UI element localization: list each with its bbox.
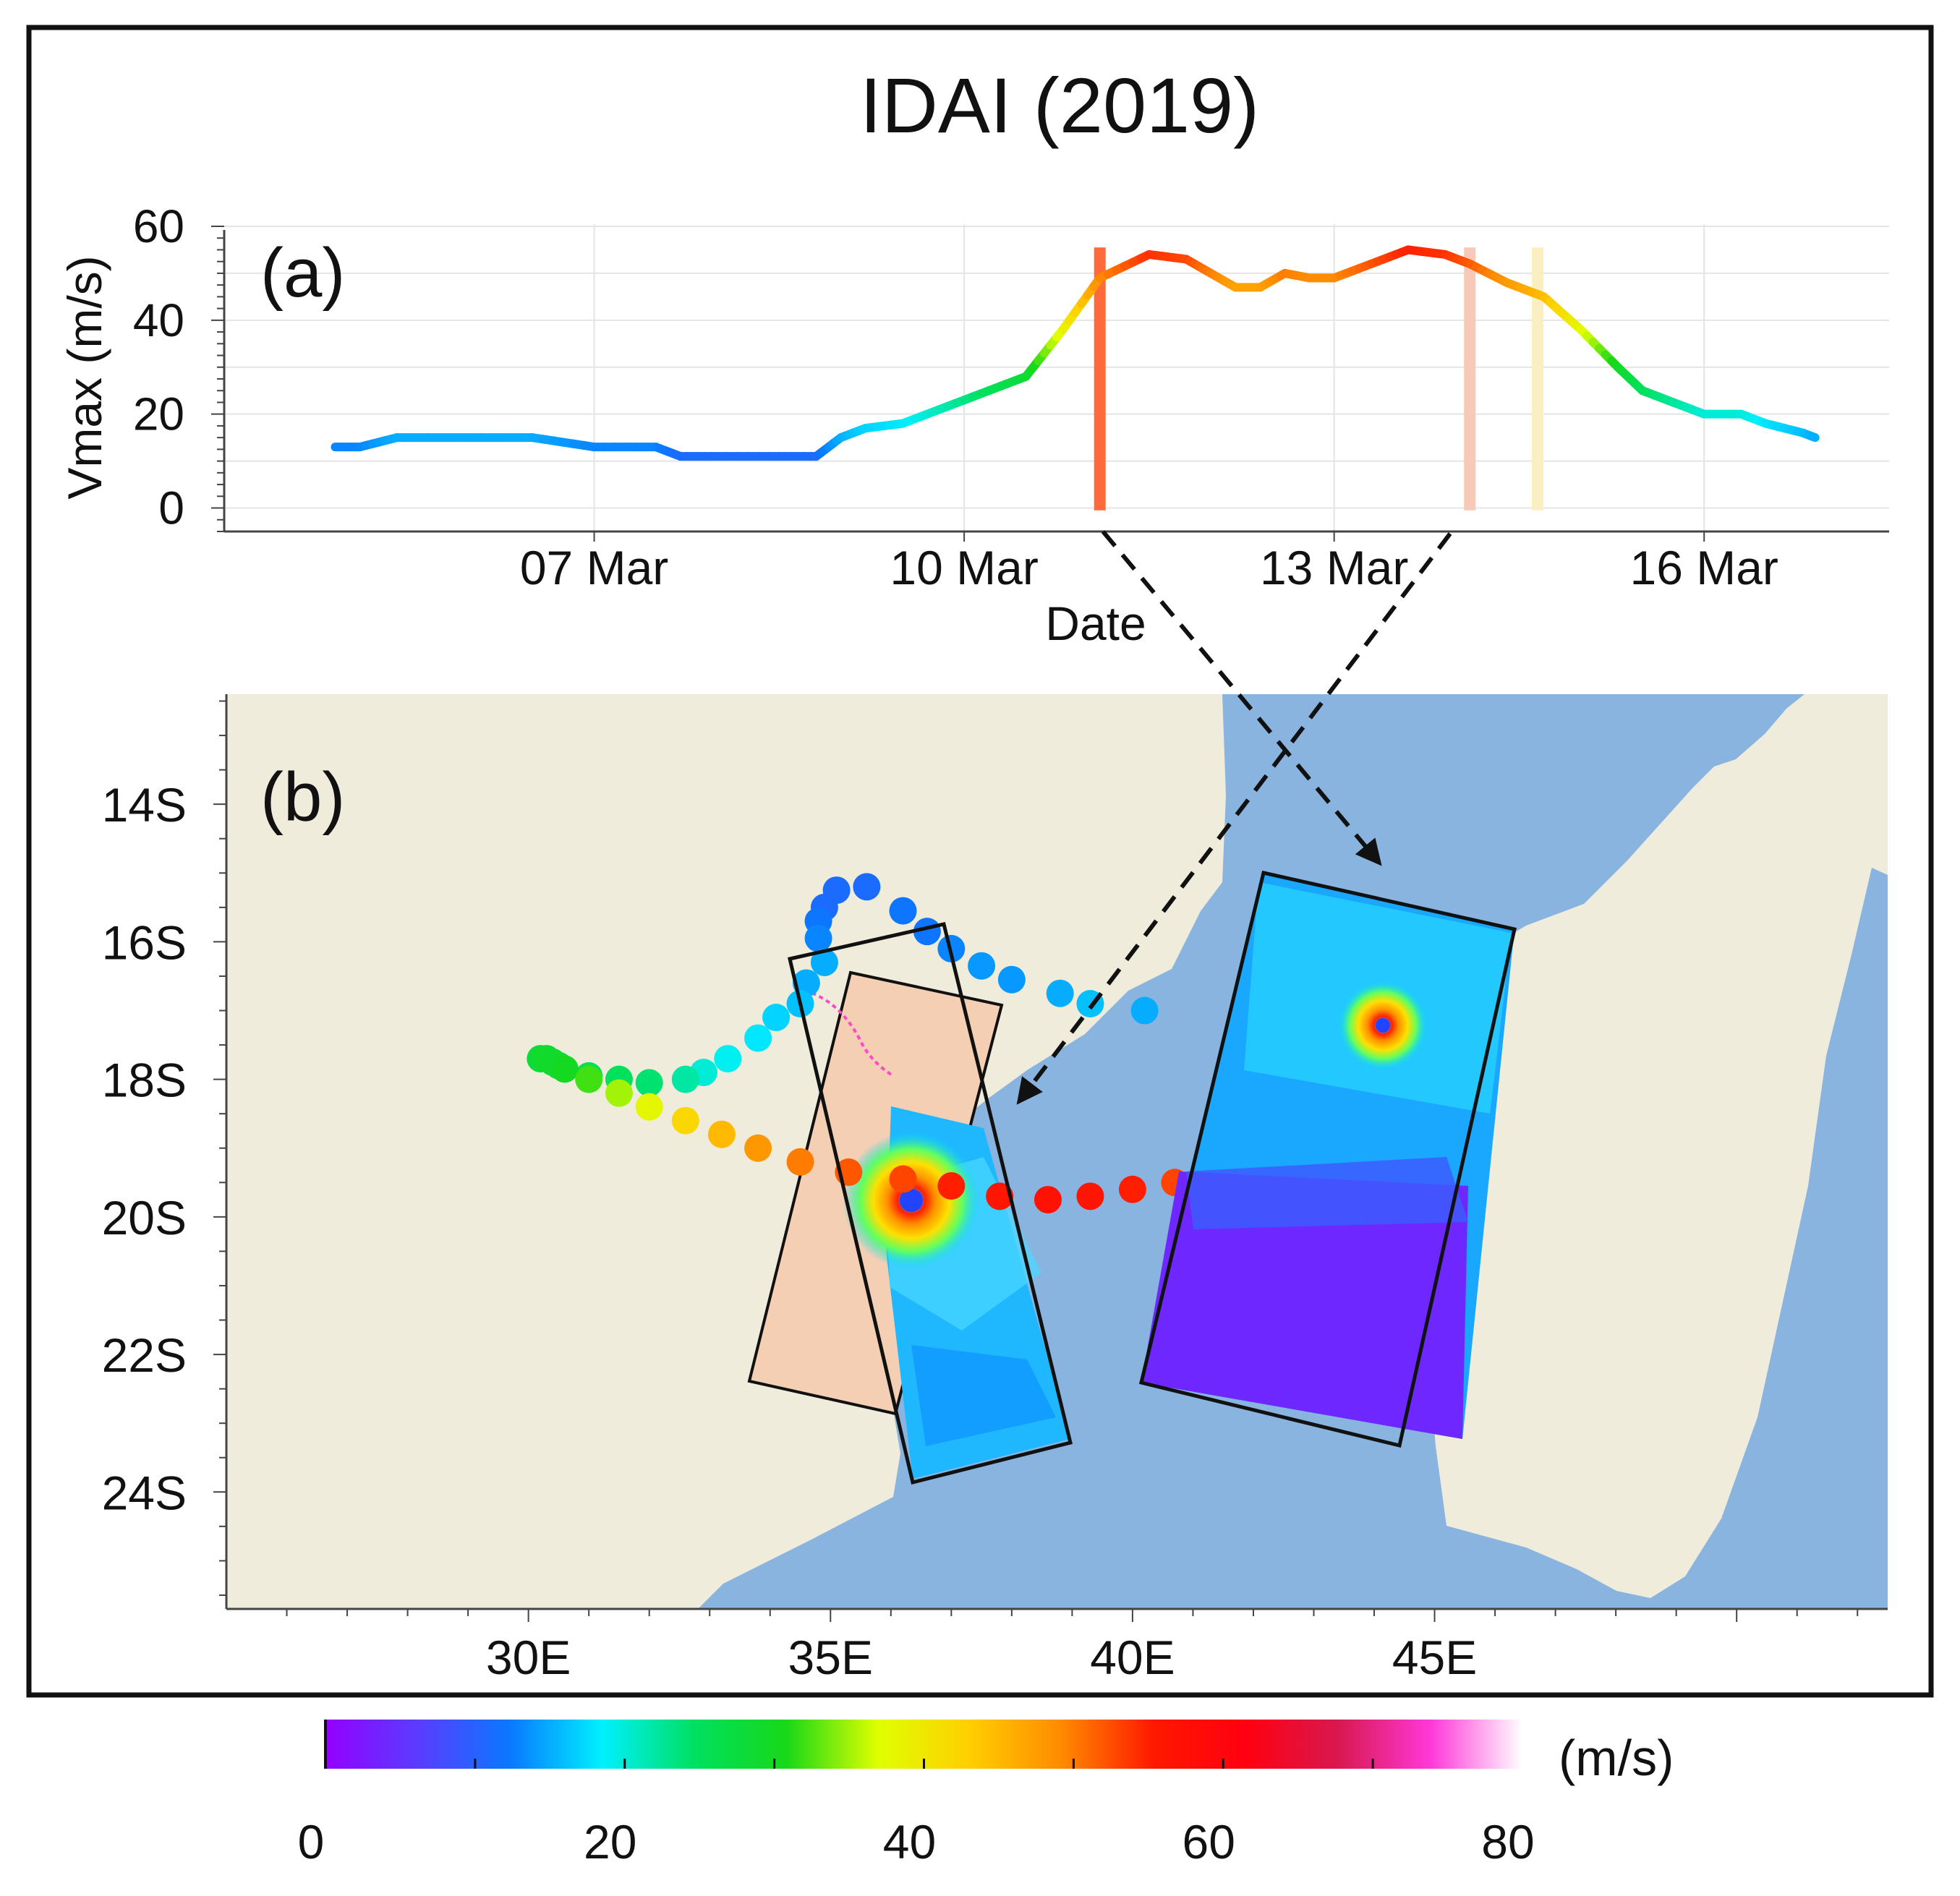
track-point	[762, 1004, 791, 1032]
panel-b-ytick-label: 22S	[102, 1328, 187, 1382]
panel-b-xtick-label: 35E	[788, 1631, 873, 1684]
track-point	[986, 1182, 1014, 1210]
track-point	[575, 1065, 603, 1093]
panel-a-markers	[1094, 247, 1544, 511]
swath-left-image	[804, 989, 1070, 1479]
panel-b-tick-labels: 30E 35E 40E 45E 14S 16S 18S 20S 22S 24S	[102, 778, 1478, 1684]
track-point	[853, 873, 881, 901]
track-point	[1046, 979, 1074, 1007]
track-point	[997, 965, 1026, 994]
panel-a-ytick-label: 60	[133, 200, 184, 252]
track-point	[707, 1120, 736, 1148]
track-point	[1118, 1175, 1146, 1203]
panel-b-ytick-label: 20S	[102, 1191, 187, 1244]
track-point	[1130, 996, 1159, 1025]
track-point	[1034, 1186, 1062, 1214]
panel-a-vmax-line	[331, 245, 1820, 461]
colorbar-tick-label: 0	[298, 1815, 325, 1869]
track-point	[810, 948, 838, 976]
panel-a-xtick-label: 10 Mar	[890, 541, 1038, 594]
panel-a-xtick-label: 07 Mar	[520, 541, 668, 594]
figure-title: IDAI (2019)	[860, 61, 1259, 149]
panel-b-xtick-label: 30E	[486, 1631, 571, 1684]
panel-a: 0 20 40 60 07 Mar 10 Mar 13 Mar 16 Mar Date Vma…	[58, 200, 1889, 650]
time-marker	[1532, 247, 1544, 511]
colorbar-tick-label: 60	[1183, 1815, 1235, 1869]
panel-b-ticks	[213, 700, 1859, 1622]
panel-a-ticks	[211, 225, 1705, 542]
colorbar-tick-label: 40	[883, 1815, 936, 1869]
panel-b: 30E 35E 40E 45E 14S 16S 18S 20S 22S 24S (b)	[102, 530, 1888, 1684]
track-point	[550, 1055, 579, 1083]
panel-b-ytick-label: 16S	[102, 915, 187, 969]
panel-b-ytick-label: 14S	[102, 778, 187, 832]
colorbar: 0 20 40 60 80 (m/s)	[298, 1720, 1674, 1869]
panel-b-label: (b)	[260, 759, 345, 836]
panel-a-xtick-label: 16 Mar	[1630, 541, 1778, 594]
panel-b-xtick-label: 40E	[1090, 1631, 1175, 1684]
colorbar-tick-label: 80	[1481, 1815, 1534, 1869]
arrow-to-left-swath	[1016, 532, 1452, 1105]
track-point	[744, 1024, 772, 1052]
track-point	[605, 1079, 633, 1107]
track-point	[714, 1045, 742, 1073]
panel-a-ylabel: Vmax (m/s)	[58, 255, 111, 499]
panel-a-label: (a)	[260, 234, 345, 312]
panel-b-ytick-label: 24S	[102, 1466, 187, 1519]
panel-a-tick-labels: 0 20 40 60 07 Mar 10 Mar 13 Mar 16 Mar	[133, 200, 1778, 594]
track-point	[744, 1134, 772, 1162]
track-point	[635, 1069, 663, 1097]
panel-a-ytick-label: 40	[133, 294, 184, 346]
panel-b-xtick-label: 45E	[1392, 1631, 1477, 1684]
track-point	[889, 897, 917, 925]
colorbar-unit: (m/s)	[1559, 1730, 1674, 1786]
track-point	[792, 969, 820, 997]
swath-right-frame	[1138, 871, 1517, 1448]
track-point	[968, 952, 996, 980]
track-point	[671, 1106, 699, 1135]
panel-a-ytick-label: 20	[133, 388, 184, 440]
arrow-to-right-swath	[1101, 530, 1382, 866]
track-point	[786, 1148, 814, 1176]
track-point	[671, 1065, 699, 1093]
panel-a-xlabel: Date	[1045, 597, 1146, 650]
time-marker	[1464, 247, 1476, 511]
track-point	[804, 924, 832, 952]
track-point	[889, 1165, 917, 1193]
panel-a-ytick-label: 0	[158, 482, 184, 534]
colorbar-tick-labels: 0 20 40 60 80	[298, 1815, 1535, 1869]
madagascar	[1428, 694, 1888, 1598]
track-point	[1076, 1182, 1104, 1210]
colorbar-tick-label: 20	[584, 1815, 636, 1869]
time-marker	[1094, 247, 1106, 511]
swath-left-frame	[787, 922, 1073, 1485]
swath-right-image	[1138, 871, 1517, 1448]
track-point	[937, 1172, 966, 1200]
track-point	[635, 1093, 663, 1121]
panel-a-xtick-label: 13 Mar	[1260, 541, 1408, 594]
panel-b-ytick-label: 18S	[102, 1054, 187, 1107]
colorbar-ticks	[324, 1720, 1374, 1769]
